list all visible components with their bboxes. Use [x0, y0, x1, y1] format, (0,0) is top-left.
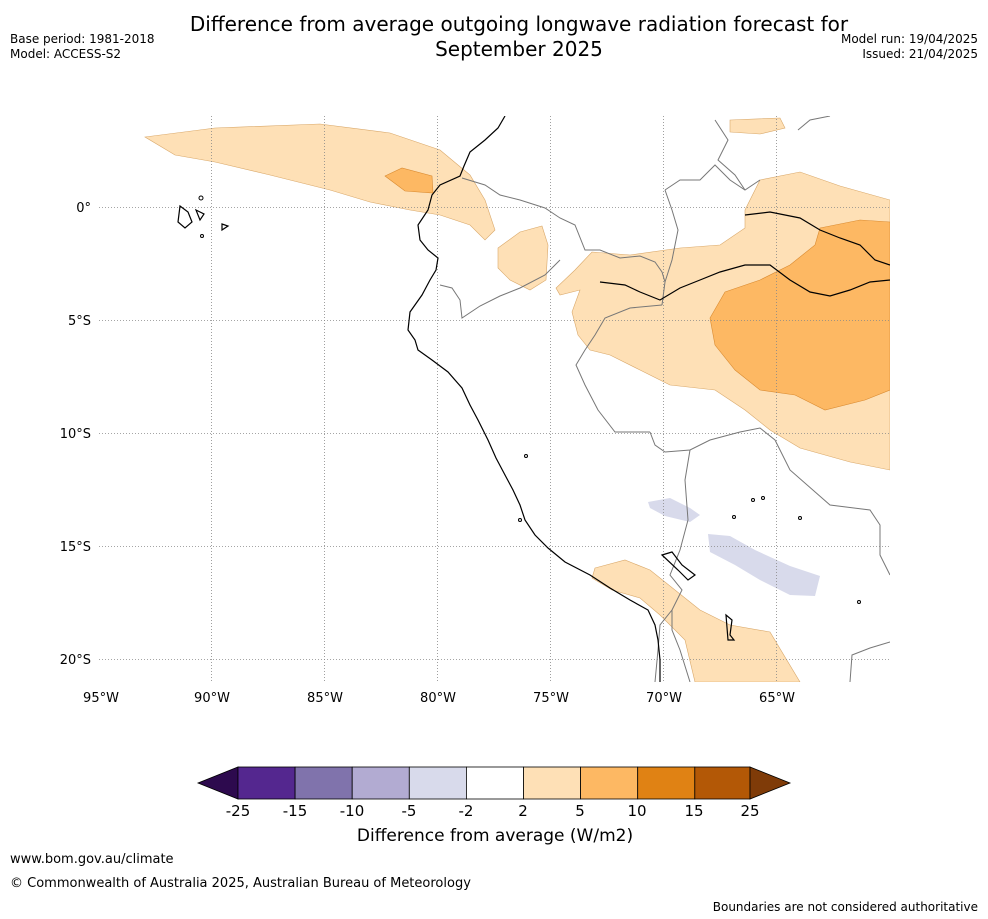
map-title-line1: Difference from average outgoing longwav… [189, 12, 849, 36]
colorbar-tick: -25 [226, 802, 251, 820]
map-area [99, 116, 890, 682]
lon-tick-70w: 70°W [646, 691, 682, 706]
anomaly-medium-orange [384, 167, 890, 411]
lon-tick-75w: 75°W [533, 691, 569, 706]
footer-copyright: © Commonwealth of Australia 2025, Austra… [10, 876, 471, 891]
lat-tick-15s: 15°S [60, 540, 91, 555]
anomaly-light-purple [648, 498, 820, 596]
colorbar-tick: 10 [627, 802, 646, 820]
lat-tick-10s: 10°S [60, 427, 91, 442]
colorbar-tick: -10 [340, 802, 365, 820]
model-name: Model: ACCESS-S2 [10, 47, 122, 61]
colorbar-tick: 5 [575, 802, 585, 820]
colorbar-segment [637, 766, 696, 800]
model-run: Model run: 19/04/2025 [840, 32, 978, 46]
map-title: Difference from average outgoing longwav… [150, 12, 888, 62]
colorbar-segment [523, 766, 581, 800]
colorbar-segment [580, 766, 639, 800]
footer-url[interactable]: www.bom.gov.au/climate [10, 852, 174, 867]
colorbar-tick: 25 [740, 802, 759, 820]
colorbar-tick: -2 [459, 802, 474, 820]
lat-tick-5s: 5°S [68, 314, 91, 329]
lon-tick-95w: 95°W [83, 691, 119, 706]
colorbar-segment [294, 766, 353, 800]
colorbar-segment [408, 766, 467, 800]
coastlines [177, 116, 890, 682]
colorbar-tick: 15 [684, 802, 703, 820]
lon-tick-85w: 85°W [307, 691, 343, 706]
map-title-line2: September 2025 [435, 37, 603, 61]
lat-tick-labels: 0° 5°S 10°S 15°S 20°S [60, 201, 91, 668]
colorbar-segment [351, 766, 410, 800]
islands [198, 195, 861, 604]
colorbar-tick: -5 [402, 802, 417, 820]
issued-date: Issued: 21/04/2025 [862, 47, 978, 61]
colorbar-segment [237, 766, 296, 800]
meta-right: Model run: 19/04/2025 Issued: 21/04/2025 [841, 32, 978, 62]
lat-tick-0: 0° [76, 201, 91, 216]
gridlines [99, 116, 890, 682]
colorbar-max-arrow [749, 766, 792, 800]
lon-tick-65w: 65°W [759, 691, 795, 706]
lon-tick-labels: 95°W 90°W 85°W 80°W 75°W 70°W 65°W [83, 691, 795, 706]
colorbar-tick: -15 [283, 802, 308, 820]
country-borders [439, 116, 890, 682]
colorbar-tick: 2 [518, 802, 528, 820]
base-period: Base period: 1981-2018 [10, 32, 155, 46]
lat-tick-20s: 20°S [60, 653, 91, 668]
meta-left: Base period: 1981-2018 Model: ACCESS-S2 [10, 32, 155, 62]
colorbar-ticks: -25 -15 -10 -5 -2 2 5 10 15 25 [226, 802, 760, 820]
colorbar-segment [465, 766, 524, 800]
lon-tick-90w: 90°W [194, 691, 230, 706]
colorbar-segment [694, 766, 751, 800]
colorbar: -25 -15 -10 -5 -2 2 5 10 15 25 [196, 766, 792, 820]
lon-tick-80w: 80°W [420, 691, 456, 706]
colorbar-label: Difference from average (W/m2) [356, 826, 634, 846]
colorbar-min-arrow [196, 766, 239, 800]
footer-note: Boundaries are not considered authoritat… [712, 900, 978, 914]
